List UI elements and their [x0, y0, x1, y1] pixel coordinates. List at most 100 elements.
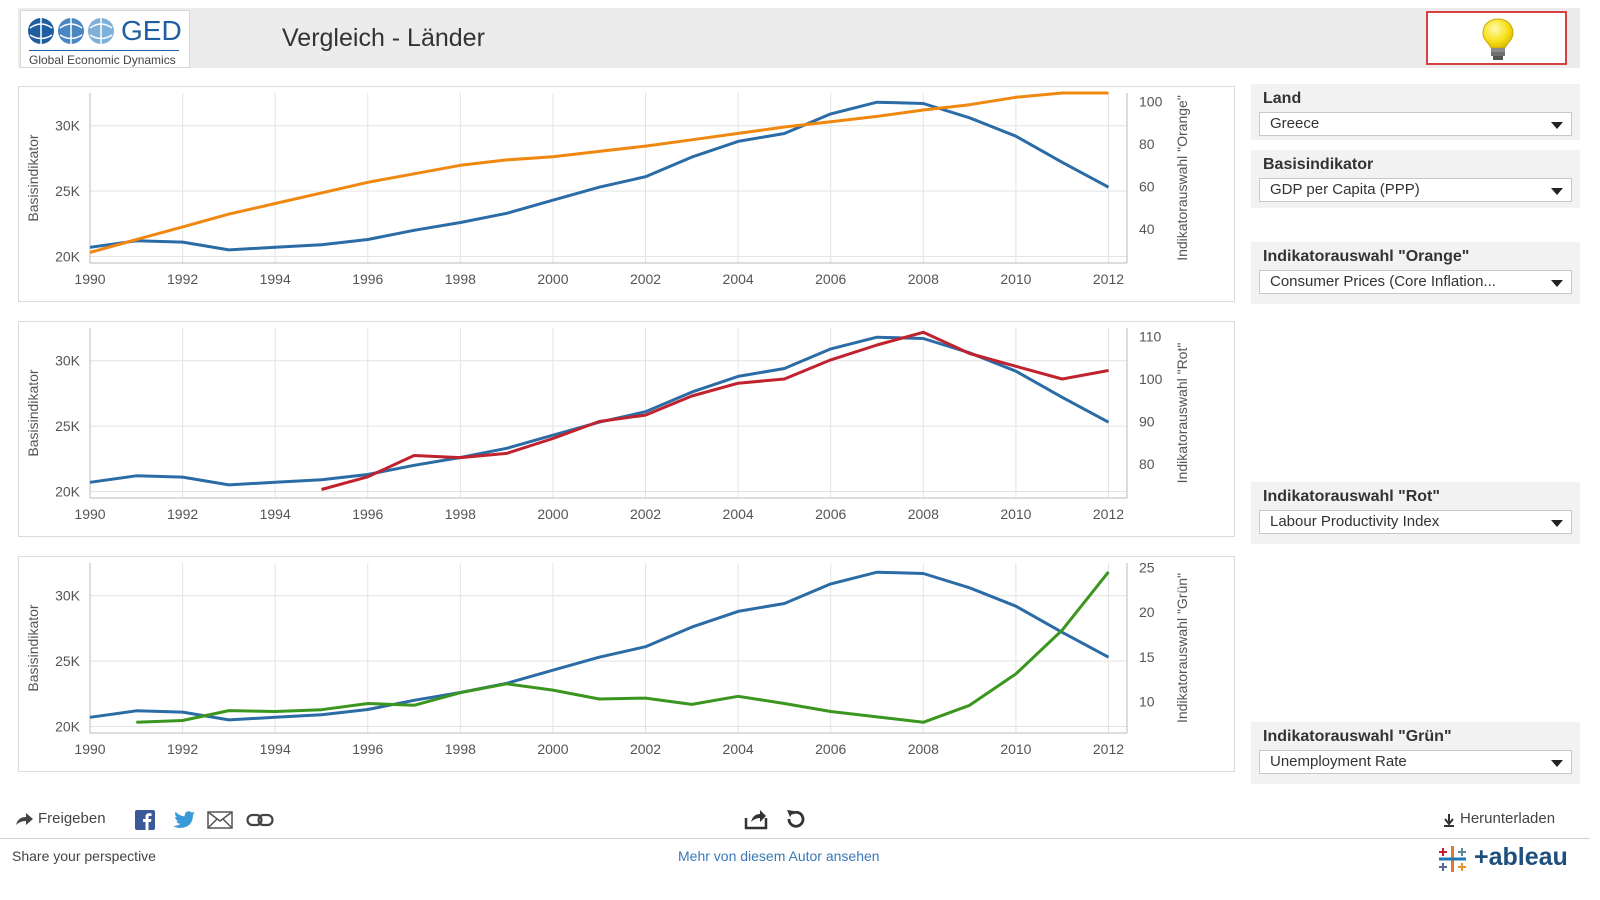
share-label[interactable]: Freigeben — [38, 810, 106, 827]
chart-panel-orange[interactable]: 1990 1992 1994 1996 1998 2000 2002 2004 2006 2008… — [18, 86, 1235, 302]
y2-tick-label: 10 — [1139, 694, 1155, 710]
y-tick-label: 20K — [55, 483, 81, 499]
chevron-down-icon — [1551, 280, 1563, 287]
x-tick-label: 2012 — [1093, 271, 1124, 287]
lightbulb-button[interactable] — [1426, 11, 1567, 65]
y2-tick-label: 20 — [1139, 604, 1155, 620]
x-tick-label: 2004 — [723, 506, 754, 522]
y2-tick-label: 100 — [1139, 94, 1163, 110]
filter-label-land: Land — [1263, 90, 1302, 107]
y2-tick-label: 25 — [1139, 559, 1155, 575]
facebook-icon[interactable] — [135, 810, 155, 830]
x-tick-label: 2000 — [537, 741, 568, 757]
export-icon[interactable] — [744, 808, 768, 830]
y2-tick-label: 80 — [1139, 456, 1155, 472]
series-line-green[interactable] — [136, 570, 1110, 724]
filter-label-orange: Indikatorauswahl "Orange" — [1263, 248, 1470, 265]
lightbulb-icon — [1482, 18, 1514, 60]
chart-rot[interactable]: 1990 1992 1994 1996 1998 2000 2002 2004 2006 2008… — [19, 322, 1236, 538]
email-icon[interactable] — [207, 811, 233, 829]
rot-dropdown[interactable]: Labour Productivity Index — [1259, 510, 1572, 534]
filter-basisindikator: Basisindikator GDP per Capita (PPP) — [1251, 150, 1580, 208]
filter-label-rot: Indikatorauswahl "Rot" — [1263, 488, 1440, 505]
y-axis-title: Basisindikator — [25, 369, 41, 456]
x-tick-label: 2006 — [815, 506, 846, 522]
download-label[interactable]: Herunterladen — [1460, 810, 1556, 827]
tableau-cross-icon — [1439, 846, 1466, 872]
x-tick-label: 1990 — [74, 271, 105, 287]
tableau-wordmark: +ableau — [1474, 843, 1568, 871]
series-line-blue[interactable] — [89, 570, 1110, 722]
basisindikator-dropdown-value: GDP per Capita (PPP) — [1270, 181, 1420, 198]
chart-gruen[interactable]: 1990 1992 1994 1996 1998 2000 2002 2004 2006 2008… — [19, 557, 1236, 773]
filter-label-basisindikator: Basisindikator — [1263, 156, 1374, 173]
y-tick-label: 30K — [55, 353, 81, 369]
y2-tick-label: 100 — [1139, 371, 1163, 387]
x-tick-label: 1998 — [445, 741, 476, 757]
x-tick-label: 1996 — [352, 741, 383, 757]
twitter-icon[interactable] — [172, 811, 196, 829]
y-axis-title: Basisindikator — [25, 134, 41, 221]
gruen-dropdown[interactable]: Unemployment Rate — [1259, 750, 1572, 774]
x-tick-label: 2008 — [908, 271, 939, 287]
y2-axis-title: Indikatorauswahl "Grün" — [1174, 573, 1190, 723]
y2-tick-label: 15 — [1139, 649, 1155, 665]
x-tick-label: 1992 — [167, 506, 198, 522]
y-tick-label: 25K — [55, 653, 81, 669]
y-tick-label: 20K — [55, 248, 81, 264]
ged-logo[interactable]: GED Global Economic Dynamics — [20, 10, 190, 68]
x-tick-label: 1992 — [167, 741, 198, 757]
land-dropdown-value: Greece — [1270, 115, 1320, 132]
y-tick-label: 30K — [55, 588, 81, 604]
y2-tick-label: 60 — [1139, 179, 1155, 195]
x-tick-label: 1994 — [260, 741, 291, 757]
chevron-down-icon — [1551, 520, 1563, 527]
filter-gruen: Indikatorauswahl "Grün" Unemployment Rat… — [1251, 722, 1580, 784]
x-tick-label: 1996 — [352, 271, 383, 287]
x-tick-label: 1992 — [167, 271, 198, 287]
series-line-red[interactable] — [321, 330, 1109, 491]
x-tick-label: 2010 — [1000, 506, 1031, 522]
series-line-orange[interactable] — [89, 91, 1109, 254]
y2-axis-title: Indikatorauswahl "Rot" — [1174, 343, 1190, 484]
filter-orange: Indikatorauswahl "Orange" Consumer Price… — [1251, 242, 1580, 304]
x-tick-label: 1990 — [74, 506, 105, 522]
x-tick-label: 2006 — [815, 741, 846, 757]
author-link[interactable]: Mehr von diesem Autor ansehen — [678, 848, 880, 864]
header-bar — [18, 8, 1580, 68]
y2-axis-title: Indikatorauswahl "Orange" — [1174, 95, 1190, 261]
orange-dropdown[interactable]: Consumer Prices (Core Inflation... — [1259, 270, 1572, 294]
y-tick-label: 20K — [55, 718, 81, 734]
x-tick-label: 1994 — [260, 506, 291, 522]
link-icon[interactable] — [246, 813, 274, 827]
y2-tick-label: 90 — [1139, 414, 1155, 430]
x-tick-label: 2002 — [630, 271, 661, 287]
logo-text: GED — [121, 15, 182, 46]
series-line-blue[interactable] — [89, 100, 1110, 252]
x-tick-label: 2000 — [537, 506, 568, 522]
x-tick-label: 2008 — [908, 741, 939, 757]
globe-icon — [28, 18, 114, 44]
x-tick-label: 1996 — [352, 506, 383, 522]
land-dropdown[interactable]: Greece — [1259, 112, 1572, 136]
x-tick-label: 1998 — [445, 506, 476, 522]
share-arrow-icon[interactable] — [14, 811, 34, 827]
download-icon[interactable] — [1442, 813, 1456, 827]
toolbar: Freigeben Herunterladen — [0, 800, 1600, 840]
basisindikator-dropdown[interactable]: GDP per Capita (PPP) — [1259, 178, 1572, 202]
chart-orange[interactable]: 1990 1992 1994 1996 1998 2000 2002 2004 2006 2008… — [19, 87, 1236, 303]
chart-panel-rot[interactable]: 1990 1992 1994 1996 1998 2000 2002 2004 2006 2008… — [18, 321, 1235, 537]
gruen-dropdown-value: Unemployment Rate — [1270, 753, 1407, 770]
filter-land: Land Greece — [1251, 84, 1580, 140]
chart-panel-gruen[interactable]: 1990 1992 1994 1996 1998 2000 2002 2004 2006 2008… — [18, 556, 1235, 772]
tableau-logo[interactable]: +ableau — [1436, 842, 1586, 876]
x-tick-label: 1990 — [74, 741, 105, 757]
chevron-down-icon — [1551, 122, 1563, 129]
revert-icon[interactable] — [784, 807, 808, 831]
y2-tick-label: 80 — [1139, 136, 1155, 152]
series-line-blue[interactable] — [89, 335, 1110, 487]
x-tick-label: 2000 — [537, 271, 568, 287]
x-tick-label: 2004 — [723, 271, 754, 287]
chevron-down-icon — [1551, 188, 1563, 195]
share-perspective-text: Share your perspective — [12, 848, 156, 864]
